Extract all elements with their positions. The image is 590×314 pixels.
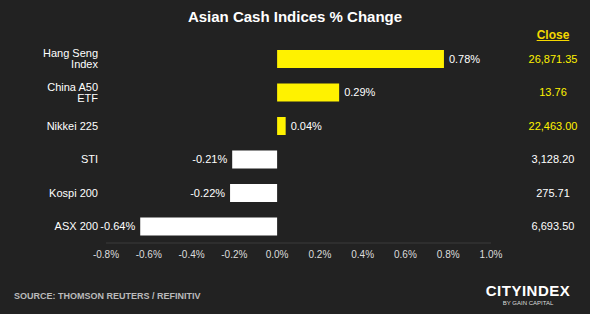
- svg-text:0.78%: 0.78%: [449, 53, 480, 65]
- svg-text:-0.2%: -0.2%: [221, 249, 247, 260]
- html-text:SOURCE: THOMSON REUTERS / REFI: SOURCE: THOMSON REUTERS / REFINITIV: [14, 291, 201, 301]
- html-text:26,871.35: 26,871.35: [528, 52, 578, 65]
- html-text:13.76: 13.76: [539, 86, 567, 99]
- svg-text:-0.6%: -0.6%: [136, 249, 162, 260]
- html-text:BY GAIN CAPITAL: BY GAIN CAPITAL: [502, 300, 554, 306]
- svg-text:0.6%: 0.6%: [394, 249, 417, 260]
- svg-text:1.0%: 1.0%: [480, 249, 503, 260]
- html-text:275.71: 275.71: [536, 186, 570, 199]
- svg-text:-0.8%: -0.8%: [93, 249, 119, 260]
- html-text:6,693.50: 6,693.50: [531, 220, 575, 233]
- svg-text:Nikkei 225: Nikkei 225: [47, 120, 98, 132]
- svg-text:-0.22%: -0.22%: [190, 187, 225, 199]
- svg-text:China A50ETF: China A50ETF: [47, 81, 98, 104]
- html-text:Asian Cash Indices % Change: Asian Cash Indices % Change: [187, 8, 403, 25]
- svg-text:0.8%: 0.8%: [437, 249, 460, 260]
- svg-text:0.0%: 0.0%: [266, 249, 289, 260]
- svg-text:-0.64%: -0.64%: [100, 220, 135, 232]
- svg-text:-0.21%: -0.21%: [192, 153, 227, 165]
- svg-text:-0.4%: -0.4%: [178, 249, 204, 260]
- svg-text:0.4%: 0.4%: [351, 249, 374, 260]
- html-text:3,128.20: 3,128.20: [531, 153, 575, 166]
- html-text:CITYINDEX: CITYINDEX: [485, 282, 571, 299]
- svg-text:Hang SengIndex: Hang SengIndex: [43, 47, 99, 70]
- svg-text:STI: STI: [81, 153, 98, 165]
- svg-text:0.29%: 0.29%: [344, 86, 375, 98]
- svg-text:0.2%: 0.2%: [308, 249, 331, 260]
- html-text:Close: Close: [536, 28, 570, 42]
- svg-text:ASX 200: ASX 200: [55, 220, 98, 232]
- html-text:22,463.00: 22,463.00: [528, 119, 578, 132]
- svg-text:Kospi 200: Kospi 200: [49, 187, 98, 199]
- svg-text:0.04%: 0.04%: [291, 120, 322, 132]
